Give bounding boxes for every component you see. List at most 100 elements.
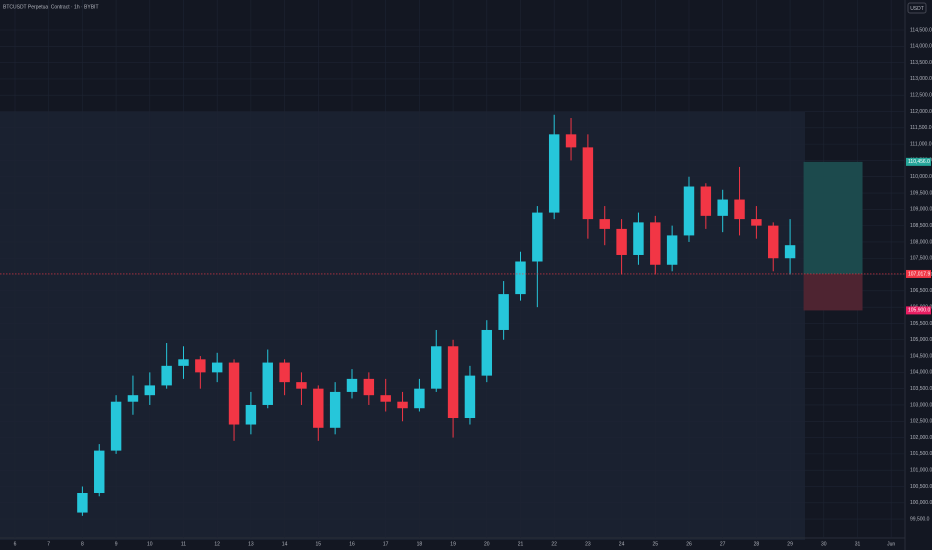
price-tag-label: 110,456.0	[908, 159, 930, 165]
x-tick-label: 26	[686, 541, 692, 547]
candle-body	[498, 294, 509, 330]
x-tick-label: 15	[316, 541, 322, 547]
y-tick-label: 106,500.0	[910, 288, 932, 294]
price-tag-label: 107,017.9	[908, 271, 930, 277]
loss-zone	[803, 273, 863, 311]
y-tick-label: 105,500.0	[910, 321, 932, 327]
y-tick-label: 100,000.0	[910, 500, 932, 506]
candle-body	[734, 199, 745, 220]
candle-body	[548, 134, 560, 213]
candle-body	[666, 235, 678, 265]
y-tick-label: 113,000.0	[910, 76, 932, 82]
x-tick-label: 30	[821, 541, 827, 547]
candle-body	[447, 346, 459, 419]
candle-body	[195, 359, 206, 373]
candle-body	[717, 199, 728, 216]
candle-body	[127, 395, 139, 402]
candle-body	[616, 228, 627, 255]
y-tick-label: 102,000.0	[910, 435, 932, 441]
x-tick-label: 8	[81, 541, 84, 547]
profit-zone	[803, 161, 863, 274]
y-tick-label: 101,000.0	[910, 468, 932, 474]
x-tick-label: 21	[518, 541, 524, 547]
candle-body	[211, 362, 223, 373]
y-tick-label: 103,500.0	[910, 386, 932, 392]
x-tick-label: 19	[450, 541, 456, 547]
x-tick-label: 28	[754, 541, 760, 547]
x-tick-label: 11	[181, 541, 186, 547]
x-tick-label: 31	[855, 541, 861, 547]
x-tick-label: 16	[349, 541, 355, 547]
y-tick-label: 107,500.0	[910, 256, 932, 262]
x-tick-label: 10	[147, 541, 153, 547]
currency-box	[907, 2, 927, 14]
candle-body	[262, 362, 273, 405]
x-tick-label: Jun	[887, 541, 895, 547]
x-tick-label: 24	[619, 541, 625, 547]
candle-body	[279, 362, 290, 383]
y-tick-label: 104,000.0	[910, 370, 932, 376]
y-tick-label: 109,500.0	[910, 190, 932, 196]
candle-body	[650, 222, 661, 265]
candle-body	[414, 388, 425, 409]
candle-body	[161, 365, 172, 386]
x-tick-label: 27	[720, 541, 726, 547]
x-tick-label: 20	[484, 541, 490, 547]
candle-body	[178, 359, 189, 366]
candle-body	[245, 404, 257, 425]
x-tick-label: 9	[115, 541, 118, 547]
x-tick-label: 22	[551, 541, 557, 547]
x-tick-label: 25	[653, 541, 659, 547]
candle-body	[346, 378, 358, 392]
candle-body	[633, 222, 644, 255]
candle-body	[768, 225, 779, 259]
y-tick-label: 103,000.0	[910, 402, 932, 408]
y-tick-label: 109,000.0	[910, 207, 932, 213]
y-tick-label: 99,500.0	[910, 516, 930, 522]
y-tick-label: 100,500.0	[910, 484, 932, 490]
y-tick-label: 108,500.0	[910, 223, 932, 229]
x-tick-label: 23	[585, 541, 591, 547]
candle-body	[329, 391, 341, 428]
candle-body	[296, 382, 307, 389]
candle-body	[110, 401, 122, 451]
y-tick-label: 102,500.0	[910, 419, 932, 425]
range-background	[0, 112, 805, 540]
price-tag-label: 105,900.0	[908, 308, 930, 314]
price-tag	[906, 269, 931, 278]
x-tick-label: 18	[417, 541, 423, 547]
x-tick-label: 14	[282, 541, 288, 547]
x-tick-label: 12	[214, 541, 220, 547]
y-tick-label: 111,500.0	[910, 125, 932, 131]
y-tick-label: 105,000.0	[910, 337, 932, 343]
candle-body	[751, 219, 762, 226]
candle-body	[464, 375, 476, 419]
candle-body	[77, 493, 88, 513]
y-tick-label: 111,000.0	[910, 141, 932, 147]
y-tick-label: 113,500.0	[910, 60, 932, 66]
candle-body	[599, 219, 610, 229]
price-tag	[906, 157, 931, 166]
price-tag	[906, 306, 931, 315]
candle-body	[397, 401, 408, 409]
candle-body	[683, 186, 695, 236]
y-tick-label: 110,000.0	[910, 174, 932, 180]
y-tick-label: 108,000.0	[910, 239, 932, 245]
x-tick-label: 6	[14, 541, 17, 547]
candle-body	[94, 450, 105, 494]
candle-body	[380, 395, 391, 402]
candle-body	[228, 362, 240, 425]
candle-body	[784, 245, 796, 259]
y-tick-label: 112,500.0	[910, 93, 932, 99]
candle-body	[481, 329, 493, 376]
x-tick-label: 13	[248, 541, 254, 547]
y-tick-label: 104,500.0	[910, 353, 932, 359]
candle-body	[313, 388, 324, 428]
y-tick-label: 114,000.0	[910, 44, 932, 50]
chart-title: BTCUSDT Perpetual Contract · 1h · BYBIT	[3, 4, 99, 10]
y-tick-label: 101,500.0	[910, 451, 932, 457]
candle-body	[700, 186, 712, 216]
y-tick-label: 114,500.0	[910, 27, 932, 33]
x-tick-label: 29	[787, 541, 793, 547]
